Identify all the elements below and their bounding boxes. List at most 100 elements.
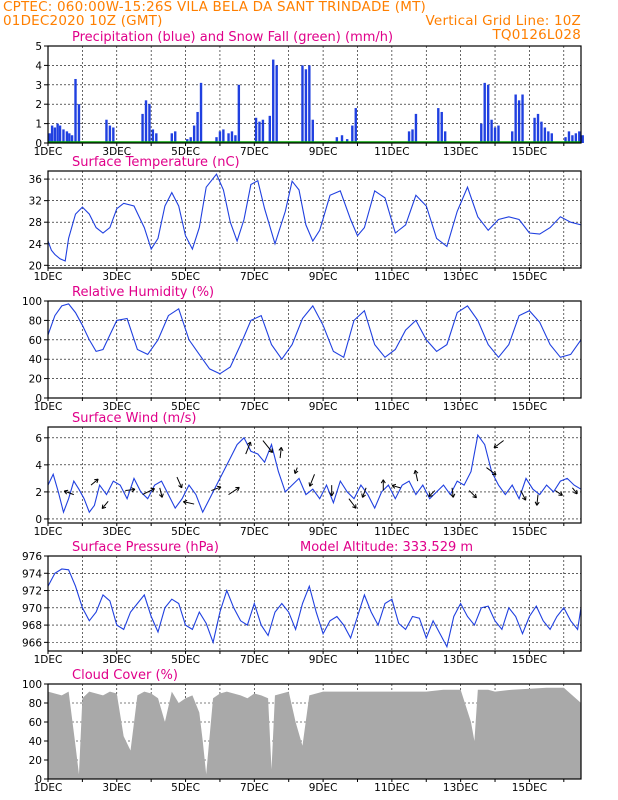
wind-arrow-head [278,446,284,452]
precip-bar [521,94,524,143]
wind-arrow-shaft [64,490,74,496]
y-tick-label: 974 [22,568,42,580]
precip-bar [192,125,196,143]
precip-bar [547,131,550,143]
y-tick-label: 4 [35,460,42,472]
precip-bar [304,69,308,143]
x-tick-label: 1DEC [34,401,63,413]
series-line [47,433,582,515]
precip-bar [50,125,54,143]
y-tick-label: 100 [22,296,42,308]
panel-title: Relative Humidity (%) [72,285,214,300]
precip-bar [351,125,354,143]
precip-bar [189,137,192,143]
precip-bar [437,108,440,143]
header-station-line: CPTEC: 060:00W-15:26S VILA BELA DA SANT … [3,0,426,15]
wind-arrow-head [216,485,222,491]
x-tick-label: 11DEC [374,146,409,158]
panel-title: Cloud Cover (%) [72,668,178,683]
x-tick-label: 1DEC [34,654,63,666]
x-tick-label: 7DEC [240,271,269,283]
wind-arrow-shaft [309,474,315,487]
y-tick-label: 20 [29,374,42,386]
x-tick-label: 7DEC [240,401,269,413]
wind-arrow-head [450,493,456,498]
wind-arrow-head [413,469,419,475]
wind-arrow-head [131,487,136,493]
precip-bar [581,135,584,143]
wind-arrow-head [150,487,155,493]
precip-bar [533,117,536,143]
wind-arrow-head [558,491,563,496]
precip-bar [56,123,59,143]
precip-bar [275,65,278,143]
precip-bar [186,139,189,143]
y-tick-label: 40 [29,736,42,748]
precip-bar [345,139,349,143]
y-tick-label: 0 [35,138,42,150]
y-tick-label: 80 [29,315,42,327]
wind-arrow-head [493,443,499,449]
precip-bar [141,113,144,143]
wind-arrow-shaft [391,484,401,489]
panel-title: Surface Pressure (hPa) [72,540,219,555]
panel-frame [47,426,582,524]
precip-bar [261,119,265,143]
precip-bar [514,94,517,143]
x-tick-label: 5DEC [171,401,200,413]
y-tick-label: 24 [29,239,43,251]
x-tick-label: 13DEC [443,146,478,158]
wind-arrow-shaft [159,487,163,498]
y-tick-label: 40 [29,354,42,366]
wind-arrow-shaft [142,488,155,496]
precip-bar [237,84,241,143]
panel-6: 0 20 40 60 80 100 1DEC 3DEC 5DEC 7DEC 9DEC 11DEC 13D… [22,668,582,794]
wind-arrow-shaft [125,488,136,492]
y-tick-label: 1 [35,119,42,131]
wind-arrow-shaft [486,467,497,476]
y-tick-label: 3 [35,80,42,92]
precip-bar [578,131,581,143]
x-tick-label: 1DEC [34,526,63,538]
precip-bar [272,59,275,143]
wind-arrow-shaft [348,498,357,509]
precip-bar [70,135,74,143]
wind-arrow-head [183,499,188,505]
precip-bar [571,135,574,143]
wind-arrow-shaft [262,440,273,453]
panel-subtitle: Model Altitude: 333.529 m [300,540,473,555]
wind-arrow-shaft [572,487,578,495]
precip-bar [62,129,65,143]
y-tick-label: 28 [29,217,42,229]
y-tick-label: 968 [22,620,42,632]
x-tick-label: 5DEC [171,526,200,538]
x-tick-label: 9DEC [309,146,338,158]
precip-bar [407,131,411,143]
wind-arrow-shaft [294,467,298,474]
y-tick-label: 60 [29,717,42,729]
x-tick-label: 7DEC [240,526,269,538]
precip-bar [196,111,199,143]
precip-bar [68,133,71,143]
precip-bar [511,131,514,143]
precip-bar [174,131,177,143]
precip-bar [540,121,543,143]
x-tick-label: 15DEC [512,782,547,794]
y-tick-label: 20 [29,755,42,767]
wind-arrow-shaft [428,490,436,497]
panel-4: 0 2 4 6 1DEC 3DEC 5DEC 7DEC 9DEC 11DEC 13DEC 15DEC S… [34,411,582,538]
precip-bar [151,129,155,143]
x-tick-label: 3DEC [102,526,131,538]
wind-arrow-head [380,479,386,484]
x-tick-label: 7DEC [240,146,269,158]
x-tick-label: 1DEC [34,271,63,283]
wind-arrow-head [534,501,540,506]
x-tick-label: 13DEC [443,401,478,413]
x-tick-label: 13DEC [443,526,478,538]
x-tick-label: 13DEC [443,782,478,794]
wind-arrow-head [308,482,314,487]
panel-3: 0 20 40 60 80 100 1DEC 3DEC 5DEC 7DEC 9DEC 11DEC 13D… [22,285,582,413]
y-tick-label: 60 [29,335,42,347]
wind-arrow-head [268,448,274,453]
